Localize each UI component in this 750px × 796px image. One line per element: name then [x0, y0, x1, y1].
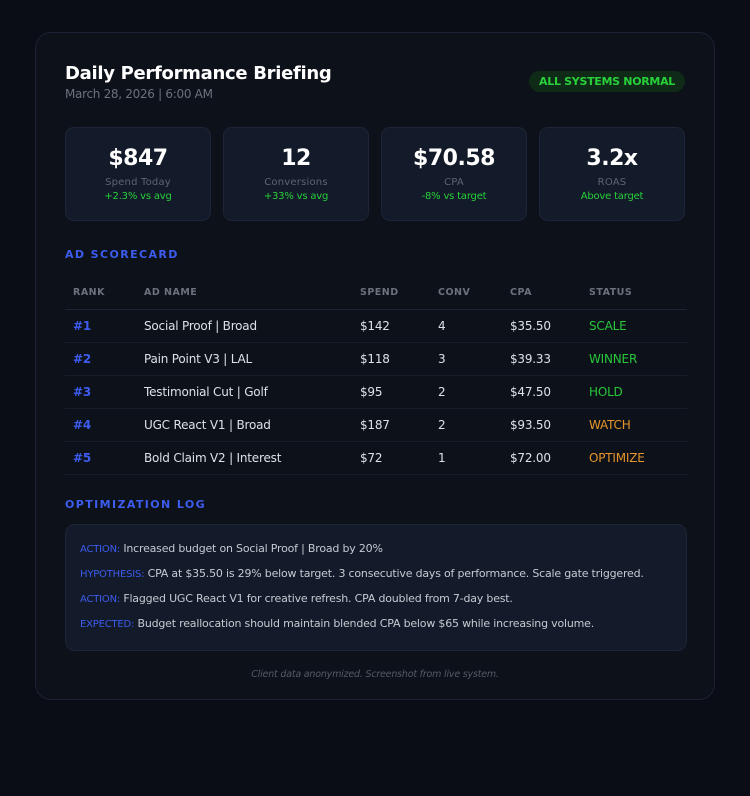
cpa-cell: $47.50: [502, 375, 581, 409]
briefing-card: Daily Performance Briefing March 28, 202…: [35, 32, 715, 700]
metric-delta: +2.3% vs avg: [104, 191, 172, 202]
table-row: #5 Bold Claim V2 | Interest $72 1 $72.00…: [65, 441, 687, 475]
spend-cell: $118: [352, 342, 430, 376]
ad-name-cell: Social Proof | Broad: [136, 309, 352, 343]
ad-name-cell: Bold Claim V2 | Interest: [136, 441, 352, 475]
cpa-cell: $93.50: [502, 408, 581, 442]
ad-name-cell: Testimonial Cut | Golf: [136, 375, 352, 409]
log-entry-text: Increased budget on Social Proof | Broad…: [120, 541, 383, 555]
metric-value: 12: [281, 146, 311, 171]
column-header-cpa: CPA: [502, 277, 581, 310]
spend-cell: $72: [352, 441, 430, 475]
cpa-cell: $72.00: [502, 441, 581, 475]
metric-value: 3.2x: [586, 146, 638, 171]
status-badge: ALL SYSTEMS NORMAL: [529, 71, 685, 92]
conv-cell: 3: [430, 342, 502, 376]
column-header-conv: CONV: [430, 277, 502, 310]
rank-cell: #3: [65, 375, 136, 409]
page-title: Daily Performance Briefing: [65, 63, 332, 84]
spend-cell: $142: [352, 309, 430, 343]
metric-value: $70.58: [413, 146, 495, 171]
metric-delta: +33% vs avg: [263, 191, 329, 202]
table-header-row: RANK AD NAME SPEND CONV CPA STATUS: [65, 277, 687, 310]
spend-cell: $95: [352, 375, 430, 409]
metric-delta: -8% vs target: [421, 191, 487, 202]
log-entry-text: CPA at $35.50 is 29% below target. 3 con…: [144, 566, 644, 580]
metric-label: Spend Today: [105, 177, 171, 188]
scorecard-table: RANK AD NAME SPEND CONV CPA STATUS #1 So…: [65, 277, 687, 475]
column-header-rank: RANK: [65, 277, 136, 310]
metric-value: $847: [108, 146, 168, 171]
cpa-cell: $35.50: [502, 309, 581, 343]
table-row: #4 UGC React V1 | Broad $187 2 $93.50 WA…: [65, 408, 687, 442]
log-entry-key: ACTION:: [80, 593, 121, 605]
column-header-ad-name: AD NAME: [136, 277, 352, 310]
metric-label: ROAS: [597, 177, 627, 188]
table-row: #1 Social Proof | Broad $142 4 $35.50 SC…: [65, 309, 687, 343]
conv-cell: 4: [430, 309, 502, 343]
metric-card-spend: $847 Spend Today +2.3% vs avg: [65, 127, 211, 221]
metric-label: Conversions: [264, 177, 328, 188]
log-entry: HYPOTHESIS: CPA at $35.50 is 29% below t…: [80, 565, 672, 590]
table-row: #2 Pain Point V3 | LAL $118 3 $39.33 WIN…: [65, 342, 687, 376]
optimization-log-title: OPTIMIZATION LOG: [65, 497, 207, 511]
conv-cell: 2: [430, 375, 502, 409]
optimization-log: ACTION: Increased budget on Social Proof…: [65, 523, 687, 651]
log-entry: EXPECTED: Budget reallocation should mai…: [80, 615, 672, 640]
scorecard-title: AD SCORECARD: [65, 248, 179, 261]
status-cell: SCALE: [581, 309, 687, 343]
conv-cell: 2: [430, 408, 502, 442]
status-cell: WINNER: [581, 342, 687, 376]
log-entry-text: Flagged UGC React V1 for creative refres…: [120, 591, 513, 605]
status-cell: OPTIMIZE: [581, 441, 687, 475]
header: Daily Performance Briefing March 28, 202…: [65, 33, 685, 127]
log-entry-text: Budget reallocation should maintain blen…: [134, 616, 595, 630]
rank-cell: #1: [65, 309, 136, 343]
log-entry-key: ACTION:: [80, 543, 121, 555]
cpa-cell: $39.33: [502, 342, 581, 376]
metric-card-conversions: 12 Conversions +33% vs avg: [223, 127, 369, 221]
rank-cell: #5: [65, 441, 136, 475]
log-entry-key: HYPOTHESIS:: [80, 568, 145, 580]
column-header-spend: SPEND: [352, 277, 430, 310]
table-row: #3 Testimonial Cut | Golf $95 2 $47.50 H…: [65, 375, 687, 409]
ad-name-cell: UGC React V1 | Broad: [136, 408, 352, 442]
rank-cell: #4: [65, 408, 136, 442]
metrics-row: $847 Spend Today +2.3% vs avg 12 Convers…: [65, 127, 685, 221]
footer-note: Client data anonymized. Screenshot from …: [251, 668, 499, 680]
rank-cell: #2: [65, 342, 136, 376]
status-cell: WATCH: [581, 408, 687, 442]
log-entry: ACTION: Increased budget on Social Proof…: [80, 540, 672, 565]
ad-name-cell: Pain Point V3 | LAL: [136, 342, 352, 376]
metric-card-cpa: $70.58 CPA -8% vs target: [381, 127, 527, 221]
spend-cell: $187: [352, 408, 430, 442]
log-entry: ACTION: Flagged UGC React V1 for creativ…: [80, 590, 672, 615]
conv-cell: 1: [430, 441, 502, 475]
status-cell: HOLD: [581, 375, 687, 409]
metric-card-roas: 3.2x ROAS Above target: [539, 127, 685, 221]
log-entry-key: EXPECTED:: [80, 618, 135, 630]
metric-delta: Above target: [580, 191, 644, 202]
page-subtitle-date: March 28, 2026 | 6:00 AM: [65, 87, 213, 101]
column-header-status: STATUS: [581, 277, 687, 310]
metric-label: CPA: [444, 177, 464, 188]
